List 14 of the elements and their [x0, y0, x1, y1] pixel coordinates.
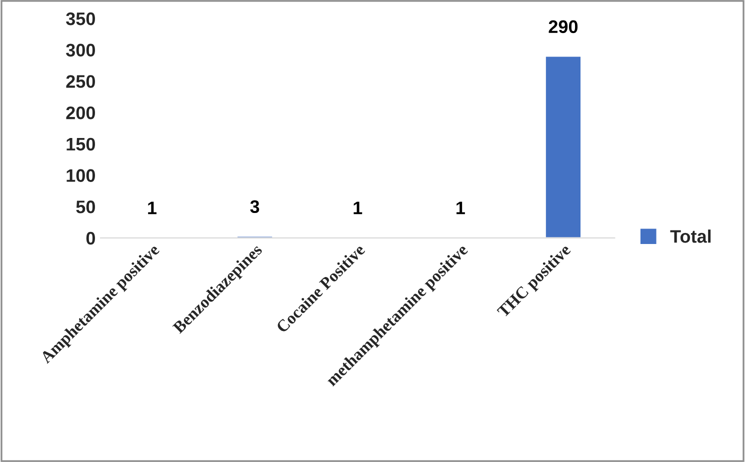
data-label: 1 — [148, 202, 156, 214]
y-tick-label: 50 — [76, 200, 95, 214]
y-tick-label: 250 — [66, 75, 95, 88]
y-tick-label: 0 — [86, 232, 95, 245]
y-tick-label: 100 — [66, 169, 95, 182]
y-tick-label: 350 — [66, 12, 95, 26]
data-label: 1 — [456, 202, 465, 214]
y-tick-label: 150 — [66, 138, 95, 151]
legend-label: Total — [670, 230, 711, 243]
y-tick-label: 200 — [66, 106, 95, 120]
data-label: 1 — [354, 202, 362, 214]
data-label: 3 — [250, 200, 260, 214]
data-label: 290 — [548, 20, 578, 34]
y-tick-label: 300 — [66, 44, 95, 57]
